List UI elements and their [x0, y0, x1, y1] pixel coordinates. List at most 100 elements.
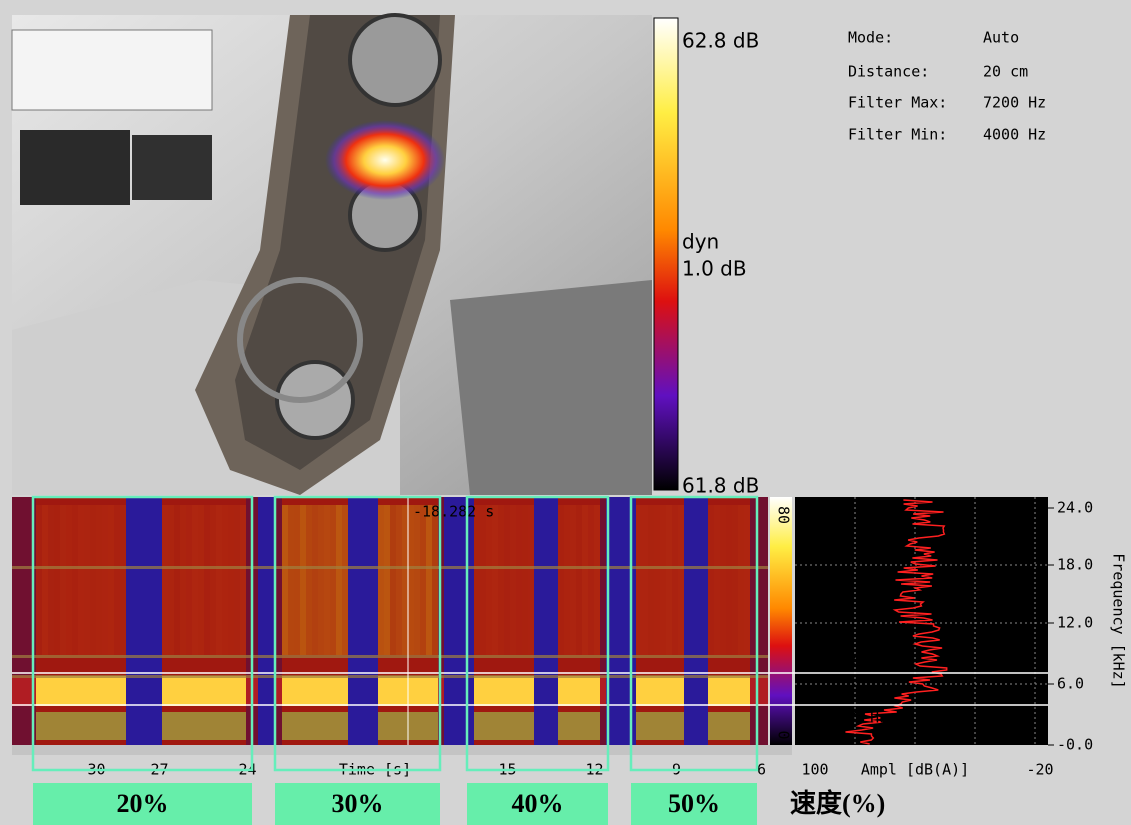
spectrogram-cell	[180, 676, 186, 706]
spectrogram-cell	[276, 676, 282, 706]
spectrogram-cell	[312, 676, 318, 706]
spectrogram-column	[762, 497, 768, 745]
spectrogram-cell	[726, 676, 732, 706]
spectrogram-cell	[180, 505, 186, 655]
spectrogram-cell	[492, 676, 498, 706]
spectrogram-cell	[108, 712, 114, 740]
spectrogram-cell	[384, 676, 390, 706]
spectrogram-cell	[186, 505, 192, 655]
spectrogram-cell	[660, 676, 666, 706]
spectrogram-cell	[66, 712, 72, 740]
spectrogram-column	[252, 497, 258, 745]
spectrogram-cell	[318, 505, 324, 655]
spectrogram-cell	[42, 505, 48, 655]
speed-label-box	[275, 783, 440, 825]
spectrogram-cell	[516, 676, 522, 706]
spectrogram-cell	[294, 712, 300, 740]
spectrogram-cell	[594, 505, 600, 655]
speed-label: 20%	[117, 789, 169, 818]
spectrogram-column	[546, 497, 552, 745]
spectrogram-cell	[708, 676, 714, 706]
spectrogram-column	[468, 497, 474, 745]
spectrogram-cell	[222, 676, 228, 706]
spectrogram-cell	[198, 505, 204, 655]
spectrogram-column	[684, 497, 690, 745]
spectrogram-cell	[420, 676, 426, 706]
setting-value: Auto	[983, 29, 1019, 47]
spectrogram-cell	[378, 676, 384, 706]
spectrogram-cell	[66, 505, 72, 655]
spectrogram-cell	[528, 712, 534, 740]
spectrogram-cell	[654, 676, 660, 706]
spectrogram-column	[690, 497, 696, 745]
spectrogram-column	[444, 497, 450, 745]
spectrogram-cell	[294, 505, 300, 655]
spectrogram-cell	[336, 712, 342, 740]
spectrogram-cell	[186, 676, 192, 706]
spectrogram-cell	[216, 505, 222, 655]
spectrogram-column	[630, 497, 636, 745]
spectrogram-cell	[474, 676, 480, 706]
spectrogram	[12, 497, 768, 745]
spectrogram-cell	[420, 712, 426, 740]
speed-label: 40%	[512, 789, 564, 818]
speed-label-box	[33, 783, 252, 825]
spectrogram-cell	[678, 505, 684, 655]
spectrogram-cell	[390, 505, 396, 655]
spectrogram-cell	[426, 676, 432, 706]
setting-label: Distance:	[848, 63, 929, 81]
spectrogram-cell	[228, 676, 234, 706]
spectrogram-cell	[324, 712, 330, 740]
spectrogram-cell	[288, 505, 294, 655]
spectrogram-cell	[36, 712, 42, 740]
spectrogram-line	[12, 675, 768, 678]
spectrogram-cell	[42, 712, 48, 740]
spectrogram-cell	[66, 676, 72, 706]
spectrogram-cell	[204, 505, 210, 655]
spectrogram-cell	[108, 505, 114, 655]
spectrogram-cell	[414, 505, 420, 655]
spectrogram-cell	[78, 676, 84, 706]
spectrogram-column	[366, 497, 372, 745]
spectrogram-column	[348, 497, 354, 745]
spectrogram-cell	[54, 505, 60, 655]
spectrogram-column	[138, 497, 144, 745]
speed-label-box	[631, 783, 757, 825]
spectrogram-cell	[576, 505, 582, 655]
spectrogram-cell	[726, 712, 732, 740]
spectrogram-cell	[210, 505, 216, 655]
spectrogram-column	[750, 497, 756, 745]
spectrogram-cell	[498, 712, 504, 740]
spectrogram-cell	[312, 712, 318, 740]
spectrogram-cell	[714, 712, 720, 740]
spectrogram-cell	[504, 676, 510, 706]
spectrogram-cell	[558, 712, 564, 740]
spectrogram-cell	[84, 712, 90, 740]
spectrogram-cell	[84, 676, 90, 706]
spectrogram-column	[276, 497, 282, 745]
spectrogram-column	[612, 497, 618, 745]
spectrogram-cell	[732, 505, 738, 655]
spectrogram-cell	[162, 712, 168, 740]
spectrogram-cell	[426, 505, 432, 655]
spectrogram-cell	[186, 712, 192, 740]
spectrogram-cell	[750, 676, 756, 706]
spectrogram-cell	[522, 676, 528, 706]
spectrogram-cell	[516, 505, 522, 655]
spectrogram-cell	[738, 676, 744, 706]
spectrogram-cell	[474, 712, 480, 740]
spectrogram-cell	[582, 712, 588, 740]
spectrogram-line	[12, 566, 768, 569]
speed-segment-frame	[629, 495, 759, 772]
spectrogram-cell	[102, 505, 108, 655]
spectrogram-cell	[396, 712, 402, 740]
spectrogram-column	[552, 497, 558, 745]
spectrogram-cell	[174, 505, 180, 655]
spectrogram-cell	[510, 505, 516, 655]
amplitude-tick-label: -20	[1026, 761, 1053, 779]
spectrogram-cell	[636, 712, 642, 740]
spectrogram-column	[156, 497, 162, 745]
spectrogram-cell	[390, 712, 396, 740]
spectrogram-cell	[282, 505, 288, 655]
spectrogram-cell	[198, 712, 204, 740]
